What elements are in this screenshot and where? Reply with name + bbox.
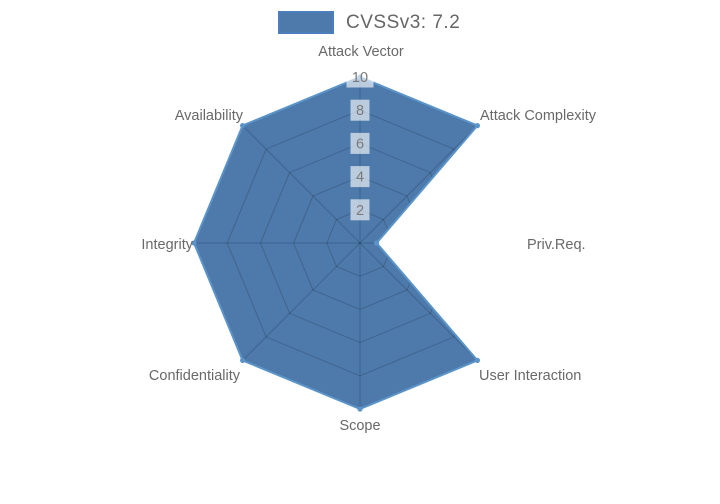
axis-label[interactable]: Availability	[175, 108, 244, 124]
tick-box	[350, 132, 370, 154]
legend-swatch	[278, 11, 334, 34]
grid-spoke	[242, 242, 361, 361]
tick-box	[346, 66, 374, 88]
grid-spoke	[242, 125, 361, 244]
grid-spoke	[359, 125, 478, 244]
tick-box	[350, 99, 370, 121]
axis-label[interactable]: Confidentiality	[149, 368, 241, 384]
series-point[interactable]	[191, 240, 197, 246]
series-polygon	[194, 77, 478, 409]
legend-label: CVSSv3: 7.2	[346, 11, 461, 33]
series-point[interactable]	[374, 240, 380, 246]
grid-spoke	[359, 242, 478, 361]
axis-label[interactable]: User Interaction	[479, 368, 581, 384]
axis-label[interactable]: Attack Complexity	[480, 108, 597, 124]
tick-box	[350, 199, 370, 221]
radial-tick-label: 10	[352, 70, 368, 86]
axis-label[interactable]: Integrity	[141, 237, 193, 253]
tick-box	[350, 166, 370, 188]
legend[interactable]: CVSSv3: 7.2	[278, 11, 460, 34]
series-point[interactable]	[474, 123, 480, 129]
radial-tick-label: 6	[356, 136, 364, 152]
radial-tick-label: 8	[356, 103, 364, 119]
series-point[interactable]	[240, 357, 246, 363]
axis-label[interactable]: Priv.Req.	[527, 237, 586, 253]
series-point[interactable]	[240, 123, 246, 129]
axis-label[interactable]: Scope	[339, 418, 380, 434]
axis-label[interactable]: Attack Vector	[318, 44, 404, 60]
radial-tick-label: 4	[356, 170, 364, 186]
series-point[interactable]	[474, 357, 480, 363]
grid-ring	[326, 209, 394, 277]
series-point[interactable]	[357, 406, 363, 412]
radial-tick-label: 2	[356, 203, 364, 219]
